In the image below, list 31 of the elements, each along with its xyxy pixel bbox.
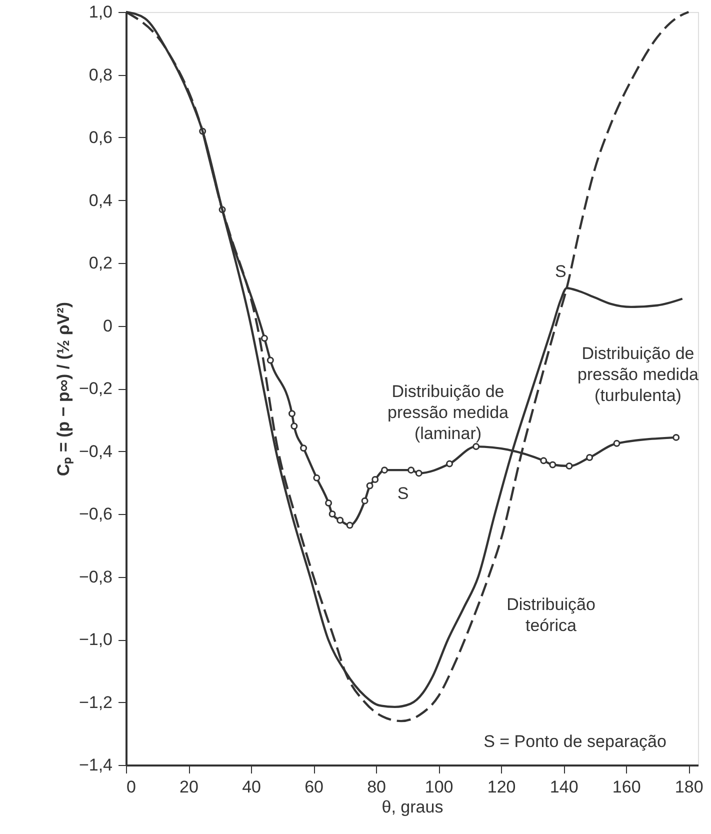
y-tick-label: 0	[103, 316, 112, 336]
x-tick-label: 0	[126, 778, 136, 796]
x-tick-label: 140	[550, 778, 578, 796]
x-tick-label: 120	[487, 778, 516, 796]
series-label: Distribuição de pressão medida (turbulenta)	[578, 344, 700, 405]
y-tick-label: 0,8	[88, 65, 112, 84]
x-tick-label: 80	[367, 778, 386, 796]
y-tick-label: −0,4	[78, 442, 112, 461]
y-tick-label: −0,6	[78, 504, 112, 524]
y-tick-label: 0,2	[88, 254, 112, 272]
x-tick-label: 160	[612, 778, 641, 796]
series-label: Distribuição de pressão medida (laminar)	[388, 382, 510, 443]
y-tick-label: −0,2	[78, 379, 112, 398]
y-tick-label: 0,6	[88, 128, 112, 147]
annotation: S	[555, 262, 566, 282]
y-axis-title: Cₚ = (p − p∞) / (½ ρV²)	[54, 302, 74, 476]
y-tick-label: 1,0	[88, 2, 112, 22]
x-tick-label: 40	[242, 778, 261, 796]
x-tick-label: 20	[180, 778, 198, 796]
x-tick-label: 180	[674, 778, 704, 796]
y-tick-label: −1,4	[78, 756, 112, 774]
y-tick-label: −1,2	[78, 692, 112, 712]
y-tick-label: −0,8	[78, 567, 112, 586]
x-axis-title: θ, graus	[382, 798, 444, 816]
y-tick-label: 0,4	[88, 190, 112, 210]
y-tick-label: −1,0	[78, 630, 112, 649]
x-tick-label: 100	[424, 778, 454, 796]
annotation: S = Ponto de separação	[484, 732, 666, 751]
annotation: S	[397, 484, 409, 504]
series-label: Distribuição teórica	[506, 595, 596, 635]
x-tick-label: 60	[304, 778, 324, 796]
